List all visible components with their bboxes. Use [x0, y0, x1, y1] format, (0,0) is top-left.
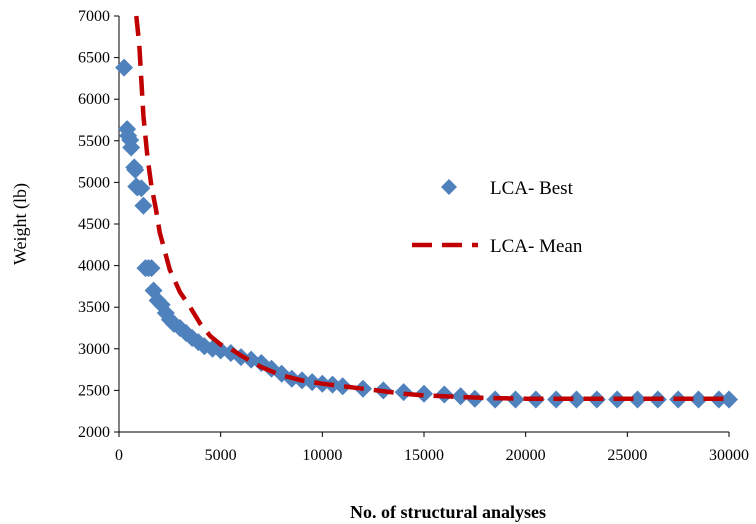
legend-item-lca-best: LCA- Best	[441, 178, 574, 199]
legend-item-lca-mean: LCA- Mean	[412, 236, 583, 257]
y-tick-label: 3500	[78, 299, 110, 316]
data-point	[132, 179, 151, 198]
y-tick-label: 5000	[78, 174, 110, 191]
y-tick-label: 2500	[78, 382, 110, 399]
y-tick-label: 3000	[78, 341, 110, 358]
data-point	[115, 58, 134, 77]
data-point	[142, 259, 161, 278]
plot-area: 0 5000 10000 15000 20000 25000 30000 2000 2500 3…	[78, 8, 749, 464]
series-lca-mean-line-group	[134, 15, 729, 401]
x-tick-label: 30000	[709, 447, 749, 464]
y-tick-label: 4500	[78, 216, 110, 233]
x-tick-label: 25000	[607, 447, 647, 464]
data-point	[122, 138, 141, 157]
data-point	[126, 160, 145, 179]
data-point	[333, 377, 352, 396]
y-tick-label: 2000	[78, 424, 110, 441]
legend-label-lca-best: LCA- Best	[490, 178, 574, 199]
data-point	[720, 390, 738, 409]
data-point	[415, 384, 433, 403]
y-tick-label: 4000	[78, 258, 110, 275]
y-axis-title: Weight (lb)	[10, 183, 31, 265]
x-axis-ticks: 0 5000 10000 15000 20000 25000 30000	[115, 432, 749, 464]
data-point	[394, 383, 413, 402]
data-point	[567, 390, 586, 409]
series-lca-mean-line	[134, 15, 729, 401]
data-point	[628, 390, 647, 409]
data-point	[451, 387, 470, 406]
data-point	[506, 390, 525, 409]
y-tick-label: 7000	[78, 8, 110, 25]
legend-label-lca-mean: LCA- Mean	[490, 236, 583, 257]
legend: LCA- Best LCA- Mean	[412, 178, 583, 257]
data-point	[134, 196, 153, 215]
x-tick-label: 10000	[302, 447, 342, 464]
y-tick-label: 6000	[78, 91, 110, 108]
x-tick-label: 20000	[506, 447, 546, 464]
x-tick-label: 0	[115, 447, 123, 464]
y-tick-label: 5500	[78, 133, 110, 150]
x-tick-label: 15000	[404, 447, 444, 464]
y-axis-ticks: 2000 2500 3000 3500 4000 4500 5000 5500 6000 6500…	[78, 8, 119, 441]
series-lca-best-points	[115, 58, 738, 409]
legend-marker-diamond	[441, 179, 457, 195]
x-axis-title: No. of structural analyses	[350, 502, 546, 522]
data-point	[689, 390, 708, 409]
y-tick-label: 6500	[78, 50, 110, 67]
x-tick-label: 5000	[205, 447, 237, 464]
